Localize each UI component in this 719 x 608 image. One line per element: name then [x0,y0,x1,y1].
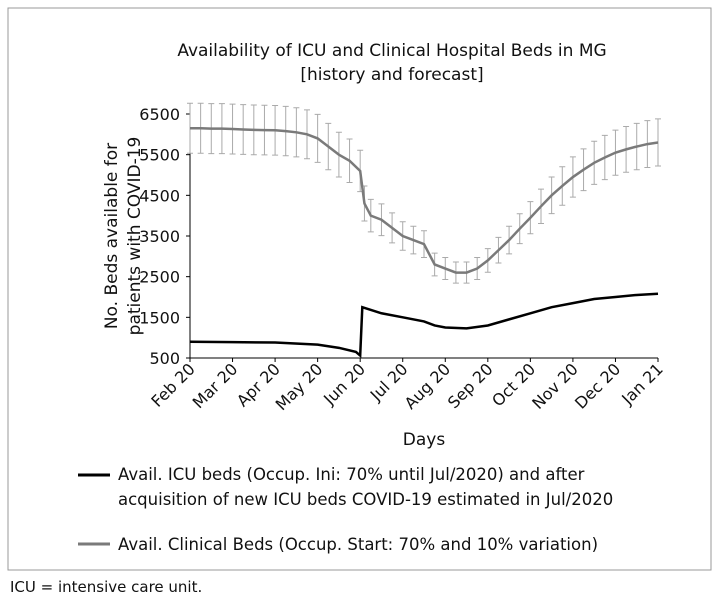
x-tick-label: May 20 [272,359,327,414]
x-axis-title: Days [403,430,446,450]
chart-subtitle: [history and forecast] [300,65,483,85]
series-line [190,126,659,274]
y-tick-label: 1500 [139,308,180,327]
series-line [189,292,659,359]
y-tick-label: 2500 [139,268,180,287]
error-bar [655,118,661,167]
x-tick-label: Aug 20 [401,359,455,413]
frame [7,7,712,571]
x-tick-label: Sep 20 [444,359,497,412]
y-axis-title: No. Beds available for [102,143,122,329]
y-tick-label: 3500 [139,227,180,246]
x-tick-label: Mar 20 [189,359,242,412]
footnote: ICU = intensive care unit. [10,578,202,596]
y-tick-label: 6500 [139,105,180,124]
legend-entry: Avail. ICU beds (Occup. Ini: 70% until J… [118,465,614,509]
x-tick-label: Jun 20 [319,359,369,409]
y-tick-label: 500 [149,349,180,368]
x-tick-label: Jan 21 [617,359,667,409]
x-tick-label: Nov 20 [528,359,582,413]
chart-title: Availability of ICU and Clinical Hospita… [177,41,606,61]
legend-entry: Avail. Clinical Beds (Occup. Start: 70% … [118,535,599,554]
x-tick-label: Dec 20 [571,359,624,412]
y-axis-title: patients with COVID-19 [125,137,145,336]
y-tick-label: 4500 [139,186,180,205]
y-tick-label: 5500 [139,146,180,165]
